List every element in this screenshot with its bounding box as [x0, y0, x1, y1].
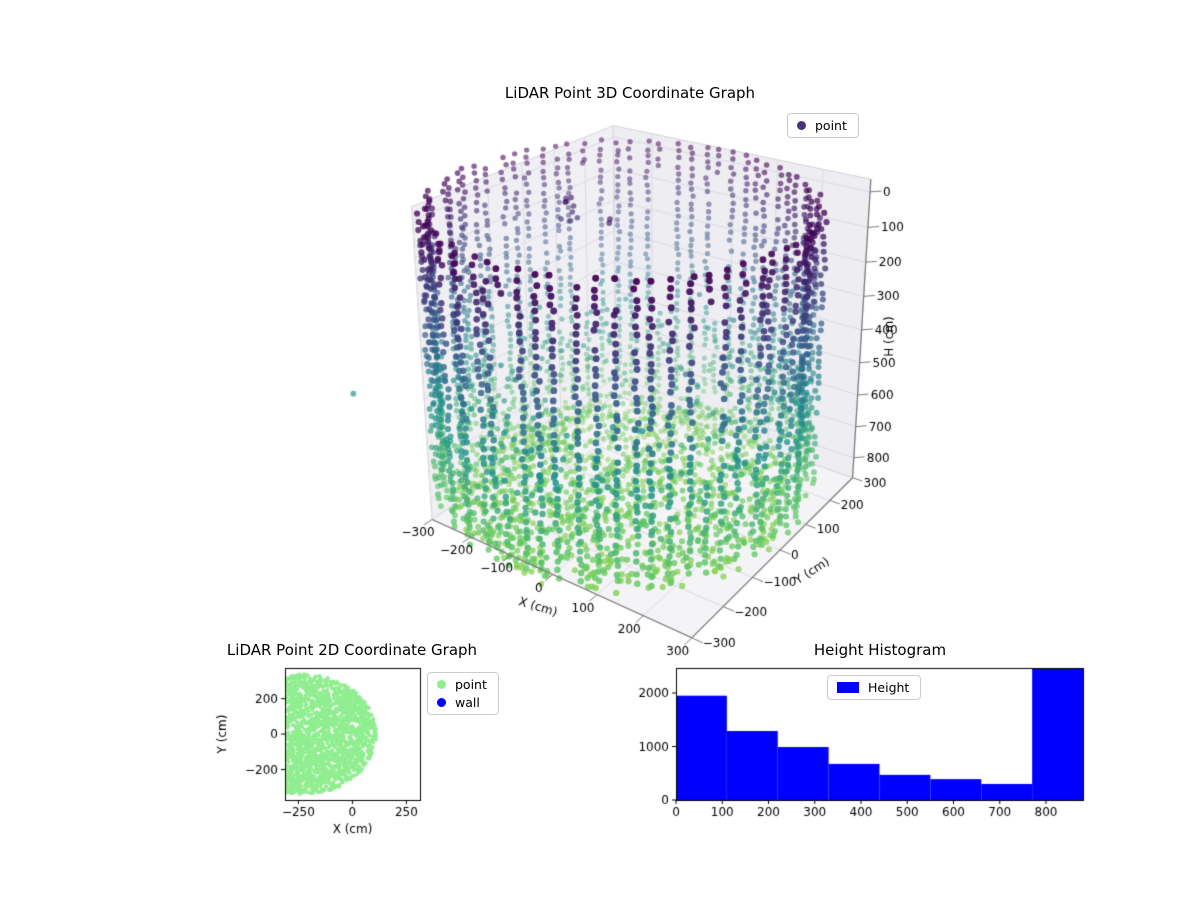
legend-item-height: Height — [837, 681, 909, 694]
plot3d-canvas — [320, 92, 940, 672]
height-bar-swatch-icon — [837, 682, 859, 693]
point-marker-icon — [797, 121, 806, 130]
legend-label-wall: wall — [455, 695, 480, 710]
legend-label-point: point — [455, 677, 487, 692]
legend-label-point: point — [815, 118, 847, 133]
plot2d-title: LiDAR Point 2D Coordinate Graph — [226, 641, 478, 659]
hist-legend: Height — [827, 675, 922, 700]
hist-title: Height Histogram — [813, 641, 947, 659]
plot2d-legend: point wall — [427, 672, 499, 715]
plot2d-canvas — [210, 655, 460, 855]
legend-label-height: Height — [868, 680, 910, 695]
legend-item-point: point — [797, 119, 847, 132]
point-marker-icon — [437, 680, 446, 689]
wall-marker-icon — [437, 698, 446, 707]
legend-item-wall: wall — [437, 696, 487, 709]
legend-item-point: point — [437, 678, 487, 691]
plot3d-legend: point — [787, 113, 859, 138]
